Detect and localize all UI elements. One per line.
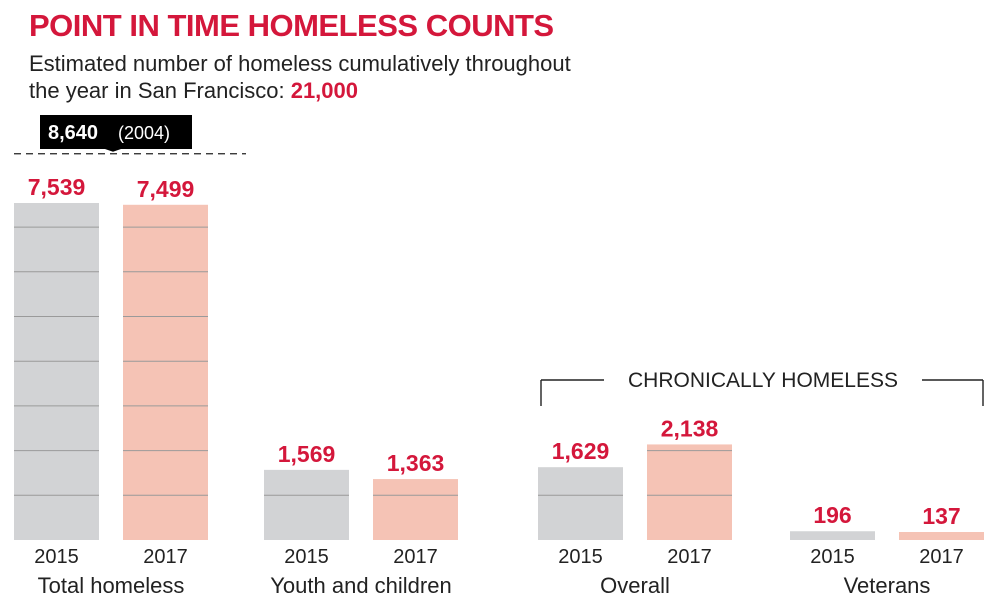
year-label: 2017 <box>667 546 712 568</box>
callout-box <box>40 115 192 149</box>
chart-subtitle: Estimated number of homeless cumulativel… <box>29 50 589 104</box>
bar-2015-3 <box>790 531 875 540</box>
year-label: 2015 <box>284 546 329 568</box>
value-label: 1,569 <box>278 441 336 467</box>
year-label: 2015 <box>810 546 855 568</box>
bar-2017-3 <box>899 532 984 540</box>
bar-2017-0 <box>123 204 208 541</box>
value-label: 2,138 <box>661 415 719 441</box>
value-label: 137 <box>922 503 960 529</box>
category-label: Total homeless <box>38 573 185 598</box>
subtitle-text: Estimated number of homeless cumulativel… <box>29 51 571 103</box>
value-label: 7,539 <box>28 174 86 200</box>
chart-title: POINT IN TIME HOMELESS COUNTS <box>29 8 554 43</box>
value-label: 7,499 <box>137 176 195 202</box>
bar-2015-2 <box>538 467 623 540</box>
year-label: 2017 <box>919 546 964 568</box>
year-label: 2017 <box>143 546 188 568</box>
bar-2015-0 <box>14 203 99 540</box>
callout-year: (2004) <box>118 123 170 143</box>
value-label: 1,363 <box>387 450 445 476</box>
year-label: 2017 <box>393 546 438 568</box>
category-label: Youth and children <box>270 573 451 598</box>
subtitle-highlight: 21,000 <box>290 78 358 103</box>
value-label: 196 <box>813 502 851 528</box>
bracket-label: CHRONICALLY HOMELESS <box>628 369 898 392</box>
category-label: Overall <box>600 573 670 598</box>
bar-2017-2 <box>647 444 732 540</box>
year-label: 2015 <box>558 546 603 568</box>
callout-pointer <box>105 149 121 152</box>
bar-2017-1 <box>373 479 458 540</box>
year-label: 2015 <box>34 546 79 568</box>
callout-value: 8,640 <box>48 122 98 144</box>
category-label: Veterans <box>844 573 931 598</box>
value-label: 1,629 <box>552 438 610 464</box>
bar-2015-1 <box>264 469 349 540</box>
